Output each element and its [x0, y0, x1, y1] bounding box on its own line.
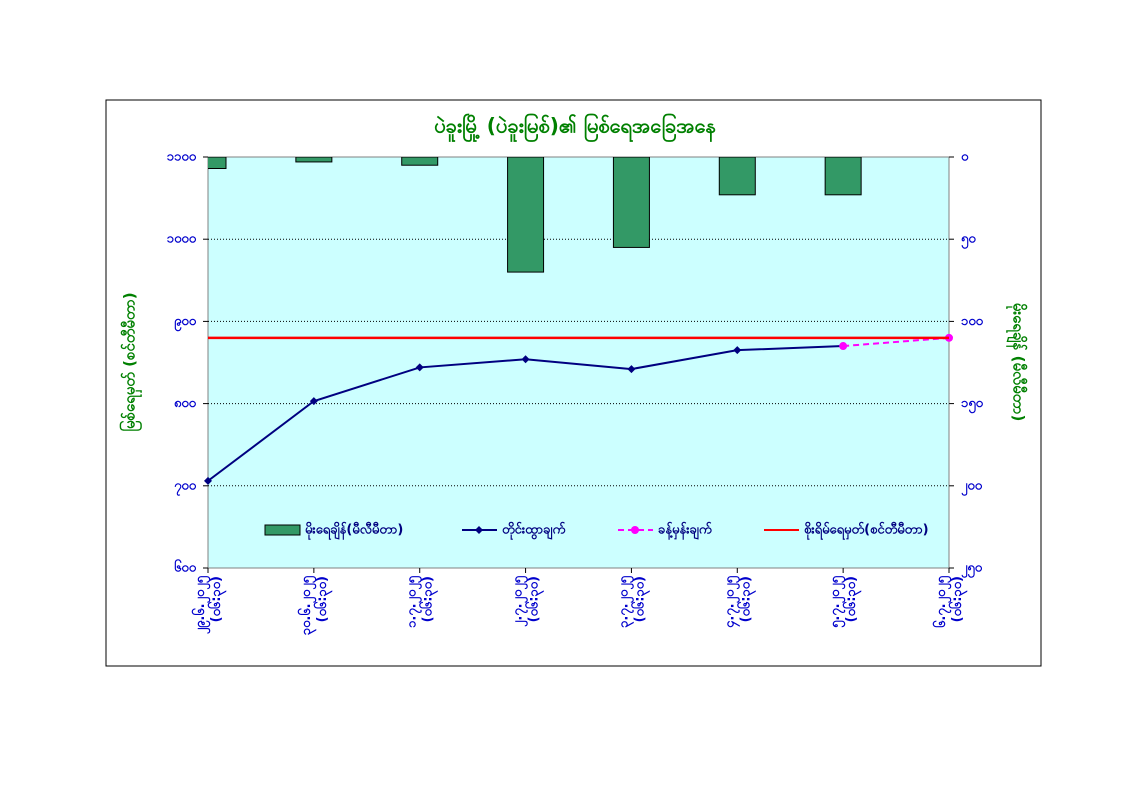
x-tick-label: ၁.၇.၂၀၂၅(၀၆:၃၀): [404, 575, 438, 628]
legend-label: ခန့်မှန်းချက်: [658, 521, 712, 541]
x-tick-label-line: (၀၆:၃၀): [207, 576, 227, 622]
marker: [309, 397, 318, 406]
y2-tick-label: ၁၀၀: [961, 314, 984, 329]
x-tick-label-line: (၀၆:၃၀): [736, 576, 756, 622]
x-tick-label-line: ၃.၇.၂၀၂၅: [616, 575, 634, 628]
marker: [627, 365, 636, 374]
x-tick-label: ၃.၇.၂၀၂၅(၀၆:၃၀): [616, 575, 650, 628]
x-tick-label-line: (၀၆:၃၀): [630, 576, 650, 622]
y2-tick-label: ၂၅၀: [961, 561, 983, 579]
bar: [401, 157, 439, 166]
x-tick-label: ၄.၇.၂၀၂၅(၀၆:၃၀): [722, 575, 756, 628]
x-tick-label: ၂.၇.၂၀၂၅(၀၆:၃၀): [510, 575, 544, 627]
bar: [718, 157, 756, 196]
x-tick-label-line: ၅.၇.၂၀၂၅: [828, 575, 846, 628]
x-tick-label-line: ၄.၇.၂၀၂၅: [722, 575, 740, 628]
y-tick-label: ၁၀၀၀: [167, 232, 197, 247]
bar: [612, 157, 650, 248]
legend-label: မိုးရေချိန်(မီလီမီတာ): [305, 521, 403, 541]
y2-axis-label: မိုးရေချိန် (မီလီမီတာ): [1006, 303, 1029, 422]
x-tick-label-line: (၀၆:၃၀): [842, 576, 862, 622]
legend-label: စိုးရိမ်ရေမှတ်(စင်တီမီတာ): [804, 521, 929, 541]
legend-label: တိုင်းထွာချက်: [502, 521, 565, 541]
y-tick-label: ၁၁၀၀: [167, 150, 197, 165]
x-tick-label: ၃၀.၆.၂၀၂၅(၀၆:၃၀): [296, 575, 332, 635]
marker: [415, 363, 424, 372]
bar: [824, 157, 862, 196]
bar: [208, 157, 227, 170]
legend-marker: [631, 526, 639, 534]
x-tick-label-line: (၀၆:၃၀): [418, 576, 438, 622]
y2-tick-label: ၀: [961, 150, 969, 165]
y-tick-label: ၈၀၀: [174, 396, 197, 411]
x-tick-label-line: ၁.၇.၂၀၂၅: [404, 575, 422, 628]
y2-tick-label: ၂၀၀: [961, 478, 983, 496]
legend-swatch: [264, 524, 301, 536]
marker: [521, 355, 530, 364]
x-tick-label-line: ၃၀.၆.၂၀၂၅: [296, 575, 316, 635]
y2-tick-label: ၅၀: [961, 232, 976, 250]
x-tick-label-line: (၀၆:၃၀): [312, 576, 332, 622]
x-tick-label-line: ၆.၇.၂၀၂၅: [932, 575, 952, 628]
x-tick-label-line: ၂၉.၆.၂၀၂၅: [191, 575, 211, 634]
bar: [507, 157, 545, 273]
x-tick-label-line: (၀၆:၃၀): [524, 576, 544, 622]
marker: [839, 342, 848, 351]
x-tick-label-line: ၂.၇.၂၀၂၅: [510, 575, 528, 627]
bar: [295, 157, 333, 163]
marker: [733, 346, 742, 355]
x-tick-label: ၂၉.၆.၂၀၂၅(၀၆:၃၀): [191, 575, 227, 634]
legend-marker: [475, 526, 483, 534]
marker: [204, 476, 212, 485]
line: [843, 336, 950, 348]
plot-area: [207, 156, 950, 569]
x-tick-label-line: (၀၆:၃၀): [948, 576, 968, 622]
x-tick-label: ၅.၇.၂၀၂၅(၀၆:၃၀): [828, 575, 862, 628]
y-tick-label: ၆၀၀: [174, 559, 197, 576]
y2-tick-label: ၁၅၀: [961, 396, 984, 414]
y-tick-label: ၇၀၀: [174, 478, 197, 496]
x-tick-label: ၆.၇.၂၀၂၅(၀၆:၃၀): [932, 575, 968, 628]
y-tick-label: ၉၀၀: [174, 314, 197, 332]
